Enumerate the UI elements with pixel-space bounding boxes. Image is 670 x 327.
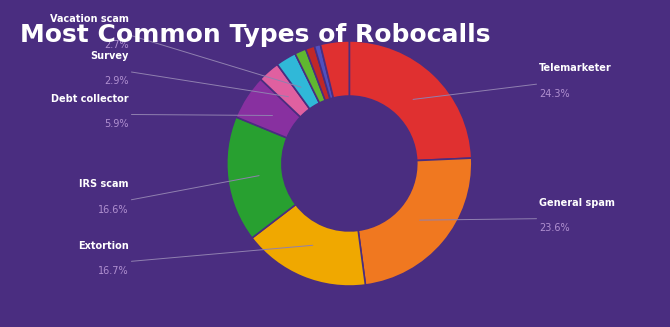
Wedge shape: [226, 117, 295, 238]
Wedge shape: [320, 41, 349, 98]
Text: Telemarketer: Telemarketer: [539, 63, 612, 73]
Wedge shape: [295, 49, 326, 103]
Wedge shape: [261, 64, 310, 117]
Text: 23.6%: 23.6%: [539, 223, 570, 233]
Text: 16.7%: 16.7%: [98, 267, 129, 276]
Text: Debt collector: Debt collector: [51, 94, 129, 104]
Text: 24.3%: 24.3%: [539, 89, 570, 99]
Wedge shape: [252, 204, 365, 286]
Text: Survey: Survey: [90, 51, 129, 60]
Wedge shape: [277, 54, 320, 109]
Wedge shape: [314, 44, 334, 99]
Text: Extortion: Extortion: [78, 241, 129, 250]
Wedge shape: [349, 41, 472, 161]
Text: General spam: General spam: [539, 198, 615, 208]
Text: 2.7%: 2.7%: [104, 40, 129, 50]
Text: IRS scam: IRS scam: [79, 179, 129, 189]
Text: 2.9%: 2.9%: [105, 77, 129, 86]
Text: 5.9%: 5.9%: [105, 119, 129, 129]
Text: Vacation scam: Vacation scam: [50, 14, 129, 24]
Wedge shape: [358, 158, 472, 285]
Wedge shape: [306, 46, 330, 100]
Wedge shape: [236, 79, 300, 138]
Text: 16.6%: 16.6%: [98, 205, 129, 215]
Text: Most Common Types of Robocalls: Most Common Types of Robocalls: [20, 23, 490, 47]
